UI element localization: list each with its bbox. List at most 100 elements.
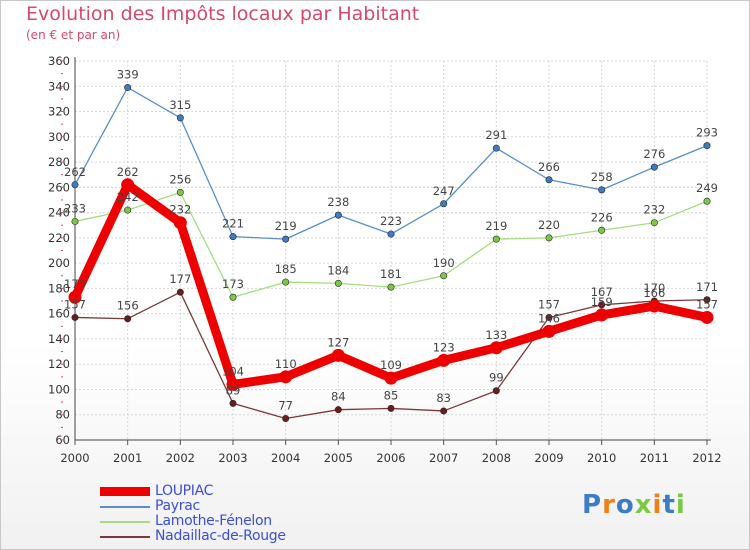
data-point bbox=[598, 226, 606, 234]
data-label: 249 bbox=[696, 181, 718, 195]
data-point bbox=[700, 310, 714, 324]
axes: 6080100120140160180200220240260280300320… bbox=[48, 54, 722, 465]
data-label: 233 bbox=[64, 201, 86, 215]
chart-title: Evolution des Impôts locaux par Habitant bbox=[26, 3, 420, 25]
data-label: 219 bbox=[485, 219, 507, 233]
x-tick-label: 2005 bbox=[324, 451, 353, 465]
data-labels: 262 339 315 221 219 238 223 247 291 266 258 276 293 2… bbox=[64, 68, 718, 413]
data-point bbox=[121, 178, 135, 192]
y-tick-label: 200 bbox=[48, 256, 70, 270]
logo-letter: t bbox=[662, 490, 676, 520]
legend-swatch bbox=[100, 521, 150, 523]
data-label: 157 bbox=[538, 297, 560, 311]
series-points bbox=[68, 84, 714, 423]
y-tick-label: 100 bbox=[48, 382, 70, 396]
data-label: 181 bbox=[380, 267, 402, 281]
data-label: 159 bbox=[591, 295, 613, 309]
data-point bbox=[545, 313, 553, 321]
y-tick-label: 120 bbox=[48, 357, 70, 371]
x-tick-label: 2003 bbox=[218, 451, 247, 465]
data-label: 220 bbox=[538, 218, 560, 232]
data-label: 173 bbox=[222, 277, 244, 291]
legend-label: Nadaillac-de-Rouge bbox=[155, 528, 286, 544]
legend-swatch bbox=[100, 506, 150, 508]
grid-lines bbox=[74, 60, 708, 441]
data-point bbox=[282, 415, 290, 423]
proxiti-logo: Proxiti bbox=[582, 490, 686, 520]
y-tick-label: 320 bbox=[48, 105, 70, 119]
data-label: 226 bbox=[591, 210, 613, 224]
logo-letter: i bbox=[675, 490, 686, 520]
data-point bbox=[545, 234, 553, 242]
data-point bbox=[334, 211, 342, 219]
data-point bbox=[489, 341, 503, 355]
data-label: 146 bbox=[538, 311, 560, 325]
legend-label: Payrac bbox=[155, 498, 200, 514]
data-point bbox=[440, 407, 448, 415]
data-label: 185 bbox=[275, 262, 297, 276]
data-point bbox=[176, 188, 184, 196]
data-label: 266 bbox=[538, 160, 560, 174]
y-tick-label: 240 bbox=[48, 206, 70, 220]
data-point bbox=[229, 399, 237, 407]
data-label: 83 bbox=[436, 391, 451, 405]
data-point bbox=[387, 283, 395, 291]
data-label: 232 bbox=[169, 203, 191, 217]
data-point bbox=[598, 186, 606, 194]
data-label: 190 bbox=[433, 256, 455, 270]
data-label: 157 bbox=[64, 297, 86, 311]
y-tick-label: 360 bbox=[48, 54, 70, 68]
x-tick-label: 2002 bbox=[166, 451, 195, 465]
data-point bbox=[595, 308, 609, 322]
data-point bbox=[334, 279, 342, 287]
data-label: 184 bbox=[327, 263, 349, 277]
data-label: 262 bbox=[117, 165, 139, 179]
data-point bbox=[176, 288, 184, 296]
data-label: 242 bbox=[117, 190, 139, 204]
data-point bbox=[384, 371, 398, 385]
legend-swatch bbox=[100, 487, 150, 496]
data-label: 262 bbox=[64, 165, 86, 179]
data-label: 166 bbox=[643, 286, 665, 300]
x-tick-label: 2010 bbox=[587, 451, 616, 465]
data-point bbox=[542, 324, 556, 338]
data-label: 133 bbox=[485, 328, 507, 342]
x-tick-label: 2012 bbox=[692, 451, 721, 465]
data-label: 291 bbox=[485, 128, 507, 142]
data-point bbox=[124, 315, 132, 323]
data-label: 156 bbox=[117, 299, 139, 313]
data-label: 238 bbox=[327, 195, 349, 209]
data-point bbox=[647, 299, 661, 313]
y-tick-label: 220 bbox=[48, 231, 70, 245]
y-tick-label: 140 bbox=[48, 332, 70, 346]
data-point bbox=[440, 200, 448, 208]
x-tick-label: 2000 bbox=[60, 451, 89, 465]
data-label: 157 bbox=[696, 297, 718, 311]
data-label: 123 bbox=[433, 340, 455, 354]
data-label: 293 bbox=[696, 126, 718, 140]
data-point bbox=[331, 348, 345, 362]
data-point bbox=[703, 296, 711, 304]
data-label: 247 bbox=[433, 184, 455, 198]
data-label: 315 bbox=[169, 98, 191, 112]
data-point bbox=[650, 219, 658, 227]
data-point bbox=[68, 290, 82, 304]
data-label: 256 bbox=[169, 172, 191, 186]
data-point bbox=[229, 293, 237, 301]
data-point bbox=[226, 377, 240, 391]
data-point bbox=[598, 301, 606, 309]
data-point bbox=[124, 84, 132, 92]
data-label: 109 bbox=[380, 358, 402, 372]
data-label: 84 bbox=[331, 390, 346, 404]
data-label: 258 bbox=[591, 170, 613, 184]
data-point bbox=[703, 142, 711, 150]
data-label: 219 bbox=[275, 219, 297, 233]
data-point bbox=[282, 235, 290, 243]
data-label: 177 bbox=[169, 272, 191, 286]
data-label: 110 bbox=[275, 357, 297, 371]
y-tick-label: 180 bbox=[48, 281, 70, 295]
data-point bbox=[124, 206, 132, 214]
data-label: 99 bbox=[489, 371, 504, 385]
y-tick-label: 300 bbox=[48, 130, 70, 144]
